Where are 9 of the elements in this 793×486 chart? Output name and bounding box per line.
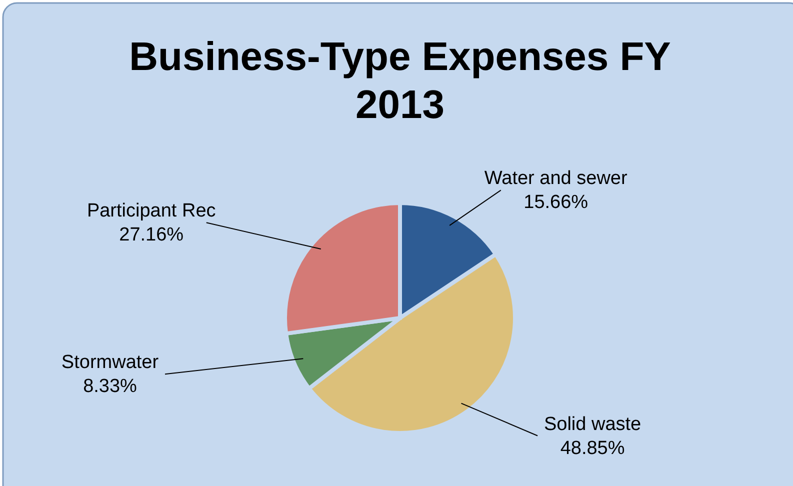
data-label: 8.33% — [83, 376, 138, 398]
chart-title: Business-Type Expenses FY 2013 — [129, 35, 672, 127]
slice-label: Stormwater — [61, 352, 160, 374]
data-label: 48.85% — [560, 438, 625, 459]
slice-label: Solid waste — [544, 414, 642, 435]
data-label: 27.16% — [119, 224, 184, 246]
data-label: 15.66% — [524, 192, 588, 214]
slice-label: Participant Rec — [86, 200, 216, 222]
slice-label: Water and sewer — [484, 168, 628, 190]
